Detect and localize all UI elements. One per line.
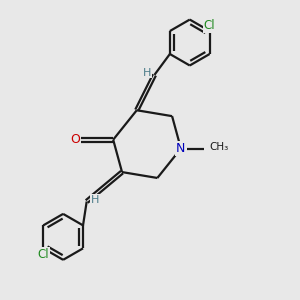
Text: Cl: Cl: [204, 19, 215, 32]
Text: H: H: [91, 195, 100, 205]
Text: Cl: Cl: [38, 248, 49, 261]
Text: CH₃: CH₃: [209, 142, 228, 152]
Text: O: O: [70, 133, 80, 146]
Text: H: H: [143, 68, 151, 78]
Text: N: N: [176, 142, 186, 155]
